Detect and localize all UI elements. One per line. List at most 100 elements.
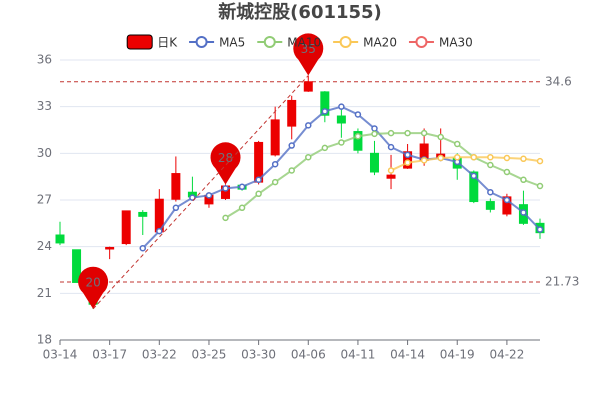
- candle-body: [303, 81, 313, 92]
- ma-point: [271, 160, 279, 168]
- ma-point: [453, 140, 461, 148]
- ma-point: [321, 144, 329, 152]
- legend-label: 日K: [157, 36, 178, 50]
- candle-body: [353, 131, 363, 151]
- y-tick-label: 36: [37, 53, 52, 67]
- legend-label: MA20: [363, 36, 397, 50]
- candle-body: [386, 174, 396, 179]
- mark-line-label: 21.73: [545, 274, 579, 288]
- ma-point: [288, 167, 295, 174]
- x-tick-label: 03-14: [43, 348, 78, 362]
- pin: [293, 33, 324, 76]
- pin-label: 20: [85, 275, 100, 289]
- x-tick-label: 04-19: [440, 348, 475, 362]
- y-tick-label: 18: [37, 333, 52, 347]
- pin-label: 28: [218, 151, 233, 165]
- legend-icon: [263, 36, 276, 48]
- y-tick-label: 33: [37, 99, 52, 113]
- ma-point: [238, 204, 246, 212]
- legend-label: MA10: [287, 36, 321, 50]
- pin: [78, 266, 109, 309]
- candle-body: [320, 91, 330, 116]
- y-tick-label: 24: [37, 239, 52, 253]
- ma-point: [536, 182, 544, 190]
- ma-point: [437, 154, 444, 162]
- y-tick-label: 27: [37, 193, 52, 207]
- chart-title: 新城控股(601155): [218, 1, 382, 23]
- ma-point: [354, 132, 362, 140]
- ma-point: [520, 155, 527, 163]
- legend-icon: [195, 36, 208, 48]
- ma-point: [271, 178, 279, 186]
- candle-body: [270, 119, 280, 156]
- pin-label: 35: [301, 42, 316, 56]
- ma-point: [503, 168, 511, 176]
- ma-point: [321, 108, 329, 115]
- ma-point: [288, 142, 295, 149]
- candle-body: [121, 210, 131, 245]
- ma-point: [404, 151, 411, 159]
- candle-body: [485, 201, 495, 210]
- candle-body: [469, 171, 479, 203]
- legend: 日K MA5 MA10 MA20 MA30: [126, 34, 473, 50]
- ma-point: [371, 125, 378, 132]
- legend-label: MA5: [219, 36, 245, 50]
- ma-point: [255, 176, 262, 184]
- ma-point: [189, 194, 196, 201]
- ma-point: [470, 172, 478, 180]
- ma-point: [520, 176, 527, 184]
- ma-point: [487, 153, 494, 161]
- ma-point: [338, 103, 345, 110]
- ma-point: [305, 122, 312, 129]
- x-tick-label: 03-30: [241, 348, 276, 362]
- ma-point: [536, 157, 544, 165]
- legend-icon: [126, 34, 153, 50]
- ma-point: [255, 190, 262, 198]
- ma-point: [437, 133, 444, 141]
- ma-point: [487, 188, 494, 196]
- ma-point: [503, 154, 511, 162]
- ma-point: [387, 167, 395, 174]
- ma-point: [354, 111, 362, 118]
- ma-point: [387, 143, 395, 151]
- ma-point: [222, 185, 229, 192]
- x-tick-label: 04-06: [291, 348, 326, 362]
- pin: [210, 142, 241, 185]
- candle-body: [105, 246, 115, 250]
- y-tick-label: 30: [37, 146, 52, 160]
- y-tick-label: 21: [37, 286, 52, 300]
- candle-body: [171, 173, 181, 200]
- candle-body: [72, 249, 82, 283]
- x-tick-label: 03-22: [142, 348, 177, 362]
- ma-point: [404, 159, 411, 166]
- ma-point: [172, 204, 180, 212]
- ma-line: [390, 156, 541, 172]
- ma-point: [470, 153, 478, 161]
- x-tick-label: 04-22: [489, 348, 524, 362]
- ma-point: [222, 214, 229, 222]
- trend-line: [92, 75, 309, 310]
- x-tick-label: 04-14: [390, 348, 425, 362]
- ma-point: [536, 226, 544, 233]
- ma-point: [420, 129, 428, 137]
- ma-point: [238, 183, 246, 191]
- ma-point: [371, 130, 378, 138]
- ma-point: [139, 244, 147, 252]
- candle-body: [55, 234, 65, 244]
- ma-point: [420, 157, 428, 164]
- legend-icon: [339, 36, 352, 48]
- ma-point: [305, 153, 312, 161]
- candle-body: [287, 99, 297, 127]
- legend-icon: [415, 36, 428, 48]
- ma-point: [404, 129, 411, 137]
- ma-point: [205, 192, 213, 199]
- ma-point: [503, 196, 511, 204]
- legend-label: MA30: [439, 36, 473, 50]
- candle-body: [336, 115, 346, 124]
- candle-body: [369, 152, 379, 173]
- candle-body: [138, 211, 148, 217]
- x-tick-label: 03-17: [92, 348, 127, 362]
- ma-point: [338, 139, 345, 146]
